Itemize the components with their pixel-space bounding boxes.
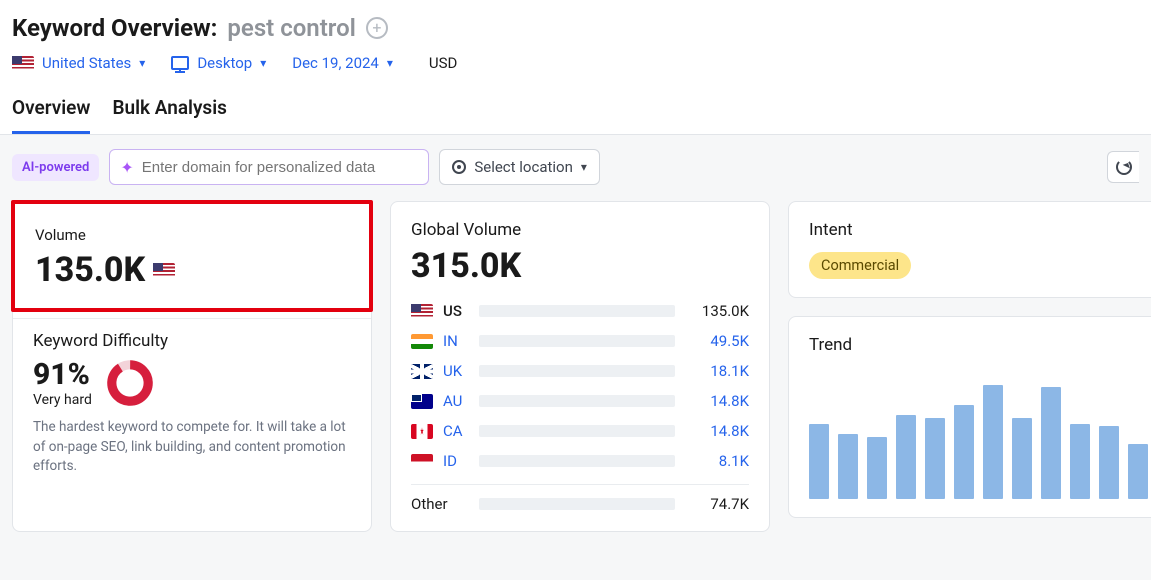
trend-bar [954, 405, 974, 499]
sparkle-icon: ✦ [120, 158, 133, 177]
ai-powered-tag: AI-powered [12, 154, 99, 181]
toolbar: AI-powered ✦ Select location ▾ [0, 135, 1151, 201]
chevron-down-icon: ▾ [139, 56, 145, 70]
gv-row: CA 14.8K [411, 416, 749, 446]
country-filter-label: United States [42, 54, 131, 72]
us-flag-icon [12, 56, 34, 71]
filters-row: United States ▾ Desktop ▾ Dec 19, 2024 ▾… [0, 54, 1151, 90]
trend-label: Trend [809, 335, 1148, 355]
gv-row: US 135.0K [411, 296, 749, 326]
currency-label: USD [429, 54, 457, 72]
location-select[interactable]: Select location ▾ [439, 149, 600, 185]
global-volume-card: Global Volume 315.0K US 135.0K IN 49.5K UK 18… [390, 201, 770, 532]
trend-bar [1041, 387, 1061, 499]
intent-pill[interactable]: Commercial [809, 252, 911, 279]
device-filter[interactable]: Desktop ▾ [171, 54, 266, 72]
gv-row: IN 49.5K [411, 326, 749, 356]
gv-country-code[interactable]: CA [443, 422, 469, 440]
keyword-difficulty-section: Keyword Difficulty 91% Very hard The har… [13, 318, 371, 497]
trend-bar-chart [809, 369, 1148, 499]
gv-value[interactable]: 14.8K [685, 422, 749, 440]
gv-bar-track [479, 305, 675, 317]
gv-country-code[interactable]: AU [443, 392, 469, 410]
gv-value[interactable]: 14.8K [685, 392, 749, 410]
gv-other-label: Other [411, 495, 469, 513]
gv-value[interactable]: 49.5K [685, 332, 749, 350]
kd-label: Keyword Difficulty [33, 331, 351, 351]
in-flag-icon [411, 334, 433, 349]
gv-bar-track [479, 395, 675, 407]
gv-country-code[interactable]: ID [443, 452, 469, 470]
volume-label: Volume [35, 226, 349, 244]
add-keyword-icon[interactable]: + [366, 17, 388, 39]
au-flag-icon [411, 394, 433, 409]
volume-card: Volume 135.0K Keyword Difficulty 91% Ver… [12, 201, 372, 532]
tab-bulk-analysis[interactable]: Bulk Analysis [112, 90, 226, 134]
date-filter[interactable]: Dec 19, 2024 ▾ [292, 54, 393, 72]
us-flag-icon [411, 304, 433, 319]
kd-donut-chart [106, 359, 154, 407]
ca-flag-icon [411, 424, 433, 439]
id-flag-icon [411, 454, 433, 469]
us-flag-icon [153, 263, 175, 278]
global-volume-other-row: Other 74.7K [411, 484, 749, 513]
global-volume-label: Global Volume [411, 220, 749, 240]
gv-row: UK 18.1K [411, 356, 749, 386]
volume-value-row: 135.0K [35, 250, 349, 290]
volume-value: 135.0K [35, 250, 145, 290]
volume-highlight-box: Volume 135.0K [11, 200, 373, 312]
date-filter-label: Dec 19, 2024 [292, 54, 379, 72]
gv-row: ID 8.1K [411, 446, 749, 476]
gv-country-code: US [443, 302, 469, 320]
trend-bar [867, 437, 887, 499]
location-select-label: Select location [474, 158, 573, 176]
location-pin-icon [452, 160, 466, 174]
domain-input-wrap[interactable]: ✦ [109, 149, 429, 185]
page-title-row: Keyword Overview: pest control + [0, 0, 1151, 54]
gv-bar-track [479, 425, 675, 437]
trend-bar [1128, 444, 1148, 499]
tabs: Overview Bulk Analysis [0, 90, 1151, 135]
trend-bar [1012, 418, 1032, 499]
chevron-down-icon: ▾ [387, 56, 393, 70]
gv-value[interactable]: 8.1K [685, 452, 749, 470]
uk-flag-icon [411, 364, 433, 379]
trend-card: Trend [788, 316, 1151, 518]
gv-country-code[interactable]: UK [443, 362, 469, 380]
global-volume-list: US 135.0K IN 49.5K UK 18.1K AU 14.8K CA 14.8K ID 8.… [411, 296, 749, 476]
gv-country-code[interactable]: IN [443, 332, 469, 350]
kd-description: The hardest keyword to compete for. It w… [33, 418, 351, 477]
desktop-icon [171, 56, 189, 70]
domain-input[interactable] [142, 159, 419, 176]
page-title-keyword: pest control [227, 14, 355, 42]
refresh-icon [1116, 159, 1132, 175]
trend-bar [1099, 426, 1119, 499]
page-title-label: Keyword Overview: [12, 14, 217, 42]
intent-card: Intent Commercial [788, 201, 1151, 298]
chevron-down-icon: ▾ [581, 160, 587, 174]
refresh-button[interactable] [1107, 151, 1139, 183]
gv-row: AU 14.8K [411, 386, 749, 416]
gv-bar-track [479, 455, 675, 467]
kd-percent: 91% [33, 357, 92, 392]
global-volume-total: 315.0K [411, 246, 521, 286]
gv-bar-track [479, 365, 675, 377]
trend-bar [838, 434, 858, 499]
trend-bar [1070, 424, 1090, 499]
trend-bar [983, 385, 1003, 499]
gv-value: 135.0K [685, 302, 749, 320]
country-filter[interactable]: United States ▾ [12, 54, 145, 72]
chevron-down-icon: ▾ [260, 56, 266, 70]
gv-value[interactable]: 18.1K [685, 362, 749, 380]
trend-bar [925, 418, 945, 499]
kd-level: Very hard [33, 392, 92, 408]
gv-other-value: 74.7K [685, 495, 749, 513]
intent-label: Intent [809, 220, 1148, 240]
tab-overview[interactable]: Overview [12, 90, 90, 134]
gv-bar-track [479, 335, 675, 347]
trend-bar [896, 415, 916, 500]
trend-bar [809, 424, 829, 499]
device-filter-label: Desktop [197, 54, 252, 72]
